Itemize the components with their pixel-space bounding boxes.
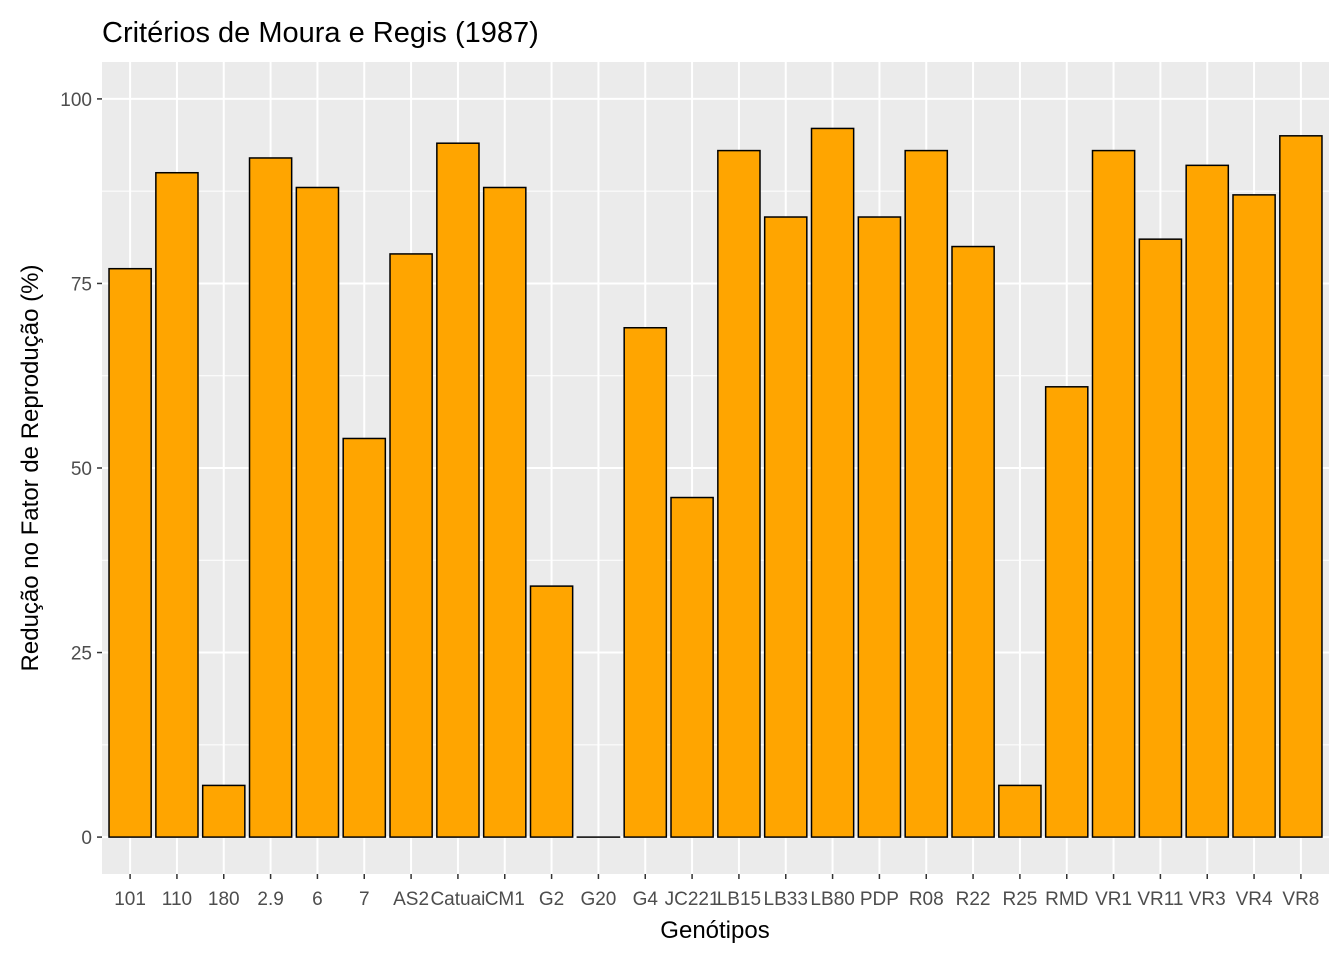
bar-2.9 xyxy=(248,157,293,838)
x-tick-label: R22 xyxy=(956,889,991,910)
bar-RMD xyxy=(1044,386,1089,838)
y-axis: 0 25 50 75 100 xyxy=(60,90,102,849)
bar-110 xyxy=(155,171,199,838)
bar-G4 xyxy=(623,326,668,838)
bar-Catuai xyxy=(436,142,480,838)
x-tick-label: 101 xyxy=(114,889,146,910)
x-tick-label: 6 xyxy=(312,889,323,910)
y-tick-label: 0 xyxy=(81,828,92,849)
x-tick-label: Catuai xyxy=(430,889,485,910)
bar-LB80 xyxy=(810,127,855,838)
bar-VR1 xyxy=(1091,149,1136,838)
bar-7 xyxy=(342,437,387,838)
bar-VR11 xyxy=(1138,238,1183,838)
x-axis: 101 110 180 2.9 6 7 AS2 Catuai CM1 G2 G20 G4 JC221LB… xyxy=(114,874,1319,910)
x-tick-label: LB33 xyxy=(764,889,808,910)
x-tick-label: AS2 xyxy=(393,889,429,910)
y-axis-title: Redução no Fator de Reprodução (%) xyxy=(17,265,44,672)
x-tick-label: R08 xyxy=(909,889,944,910)
x-tick-label: CM1 xyxy=(485,889,525,910)
y-tick-label: 25 xyxy=(71,644,92,665)
x-tick-label: PDP xyxy=(860,889,899,910)
bar-180 xyxy=(201,784,246,838)
bar-G2 xyxy=(529,585,574,838)
x-tick-label: G4 xyxy=(633,889,659,910)
bar-PDP xyxy=(857,216,902,838)
x-tick-label: VR4 xyxy=(1236,889,1273,910)
x-tick-label: RMD xyxy=(1045,889,1088,910)
y-tick-label: 75 xyxy=(71,274,92,295)
y-tick-label: 100 xyxy=(60,90,92,111)
x-tick-label: R25 xyxy=(1002,889,1037,910)
bar-VR8 xyxy=(1279,135,1323,838)
bar-R22 xyxy=(951,245,995,838)
x-tick-label: 110 xyxy=(162,889,192,910)
bar-R25 xyxy=(998,784,1042,838)
x-tick-label: 2.9 xyxy=(257,889,283,910)
y-tick-label: 50 xyxy=(71,459,92,480)
x-tick-label: G20 xyxy=(580,889,616,910)
x-tick-label: VR3 xyxy=(1189,889,1226,910)
bar-LB15 xyxy=(717,149,761,838)
bar-101 xyxy=(108,267,152,838)
x-tick-label: VR1 xyxy=(1095,889,1132,910)
bar-LB33 xyxy=(763,216,808,838)
bar-6 xyxy=(295,186,340,838)
x-tick-label: LB80 xyxy=(810,889,854,910)
x-tick-label: 7 xyxy=(359,889,370,910)
bars xyxy=(108,127,1323,838)
x-tick-label: JC221 xyxy=(665,889,720,910)
chart-title: Critérios de Moura e Regis (1987) xyxy=(102,17,539,49)
x-tick-label: G2 xyxy=(539,889,564,910)
x-tick-label: VR11 xyxy=(1137,889,1183,910)
bar-R08 xyxy=(904,149,949,838)
x-tick-label: 180 xyxy=(208,889,240,910)
bar-VR4 xyxy=(1232,194,1276,838)
x-tick-label: VR8 xyxy=(1282,889,1319,910)
bar-JC221 xyxy=(670,496,714,838)
bar-CM1 xyxy=(482,186,527,838)
bar-VR3 xyxy=(1185,164,1230,838)
x-tick-label: LB15 xyxy=(717,889,761,910)
bar-AS2 xyxy=(389,253,433,838)
x-axis-title: Genótipos xyxy=(660,917,769,944)
